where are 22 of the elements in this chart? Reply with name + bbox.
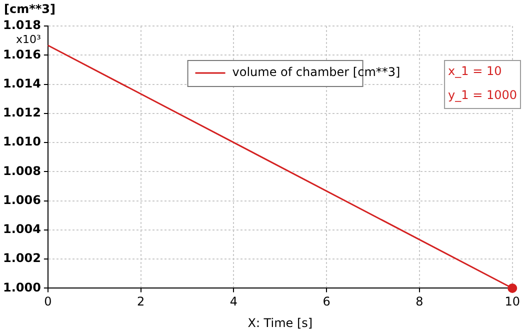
y-tick-label: 1.006 <box>2 192 41 207</box>
annotation: x_1 = 10 <box>448 64 502 78</box>
y-tick-label: 1.000 <box>2 280 41 294</box>
x-tick-label: 10 <box>504 294 520 309</box>
y-tick-label: 1.014 <box>2 76 41 90</box>
x-axis-title: X: Time [s] <box>248 316 313 330</box>
text: x10³ <box>16 32 41 46</box>
y-tick-label: 1.010 <box>2 134 41 149</box>
y-axis-title: [cm**3] <box>4 2 56 16</box>
y-tick-label: 1.012 <box>2 106 41 120</box>
x-tick-label: 6 <box>322 294 330 309</box>
y-tick-label: 1.016 <box>2 47 41 62</box>
y-tick-label: 1.002 <box>2 251 41 266</box>
x-tick-label: 4 <box>230 294 238 309</box>
y-tick-label: 1.008 <box>2 164 41 178</box>
x-tick-label: 8 <box>416 294 424 309</box>
y-tick-label: 1.018 <box>2 18 41 32</box>
y-tick-label: 1.004 <box>2 222 41 236</box>
legend-label: volume of chamber [cm**3] <box>232 65 400 80</box>
x-tick-label: 0 <box>44 294 52 309</box>
annotation: y_1 = 1000 <box>448 88 518 102</box>
x-tick-label: 2 <box>137 294 145 309</box>
